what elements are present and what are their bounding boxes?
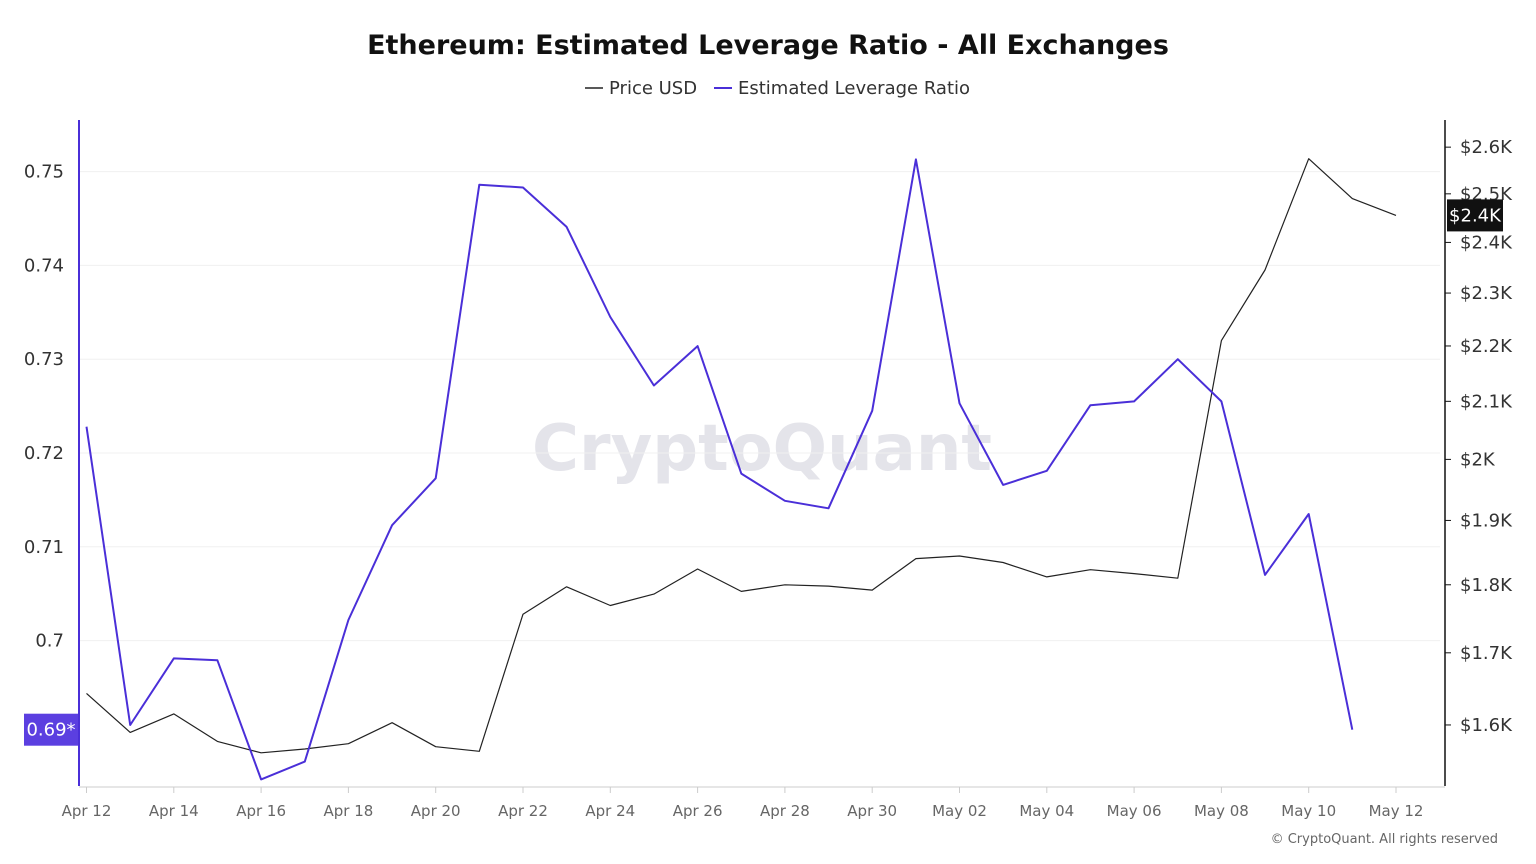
legend-item-leverage[interactable]: Estimated Leverage Ratio [714,78,970,99]
x-tick-label: Apr 22 [498,802,548,820]
current-price-badge-bg [1447,199,1503,232]
grid-lines [80,171,1440,642]
left-tick-label: 0.75 [24,162,64,183]
right-tick-label: $2K [1460,449,1496,470]
x-tick-label: Apr 24 [585,802,635,820]
x-tick-label: Apr 18 [323,802,373,820]
x-tick-label: May 08 [1194,802,1249,820]
current-price-badge: $2.4K [1447,199,1503,232]
x-tick-label: Apr 14 [149,802,199,820]
current-leverage-badge-bg [24,713,78,746]
right-tick-label: $1.9K [1460,510,1513,531]
left-tick-label: 0.72 [24,443,64,464]
current-price-badge-label: $2.4K [1449,205,1502,226]
current-leverage-badge-label: 0.69* [26,720,75,741]
legend: Price USD Estimated Leverage Ratio [585,78,970,99]
right-tick-label: $2.1K [1460,391,1513,412]
right-tick-label: $2.6K [1460,137,1513,158]
right-tick-label: $2.4K [1460,232,1513,253]
right-tick-label: $1.7K [1460,643,1513,664]
right-axis-ticks: $2.6K$2.5K$2.4K$2.3K$2.2K$2.1K$2K$1.9K$1… [1445,137,1513,736]
x-tick-label: May 12 [1369,802,1424,820]
left-tick-label: 0.71 [24,537,64,558]
series-lines [85,158,1397,781]
legend-label-price: Price USD [609,78,697,99]
right-tick-label: $1.8K [1460,575,1513,596]
x-axis-ticks: Apr 12 Apr 14 Apr 16 Apr 18 Apr 20 Apr 22 Apr … [62,787,1424,820]
right-tick-label: $1.6K [1460,715,1513,736]
left-tick-label: 0.74 [24,255,64,276]
left-tick-label: 0.73 [24,349,64,370]
x-tick-label: Apr 20 [411,802,461,820]
leverage-ratio-line [85,158,1354,781]
watermark: CryptoQuant [532,412,992,486]
x-tick-label: May 02 [932,802,987,820]
right-tick-label: $2.2K [1460,336,1513,357]
x-tick-label: May 06 [1107,802,1162,820]
x-tick-label: May 04 [1019,802,1074,820]
chart-title: Ethereum: Estimated Leverage Ratio - All… [367,30,1169,61]
legend-label-leverage: Estimated Leverage Ratio [738,78,970,99]
x-tick-label: Apr 30 [847,802,897,820]
legend-item-price[interactable]: Price USD [585,78,697,99]
x-tick-label: Apr 28 [760,802,810,820]
x-tick-label: Apr 16 [236,802,286,820]
price-usd-line [86,158,1397,754]
left-axis-ticks: 0.75 0.74 0.73 0.72 0.71 0.7 [24,162,64,652]
current-leverage-badge: 0.69* [24,713,78,746]
x-tick-label: Apr 26 [673,802,723,820]
right-tick-label: $2.3K [1460,283,1513,304]
x-tick-label: May 10 [1281,802,1336,820]
left-tick-label: 0.7 [35,631,64,652]
copyright-notice: © CryptoQuant. All rights reserved [1271,832,1498,847]
x-tick-label: Apr 12 [62,802,112,820]
